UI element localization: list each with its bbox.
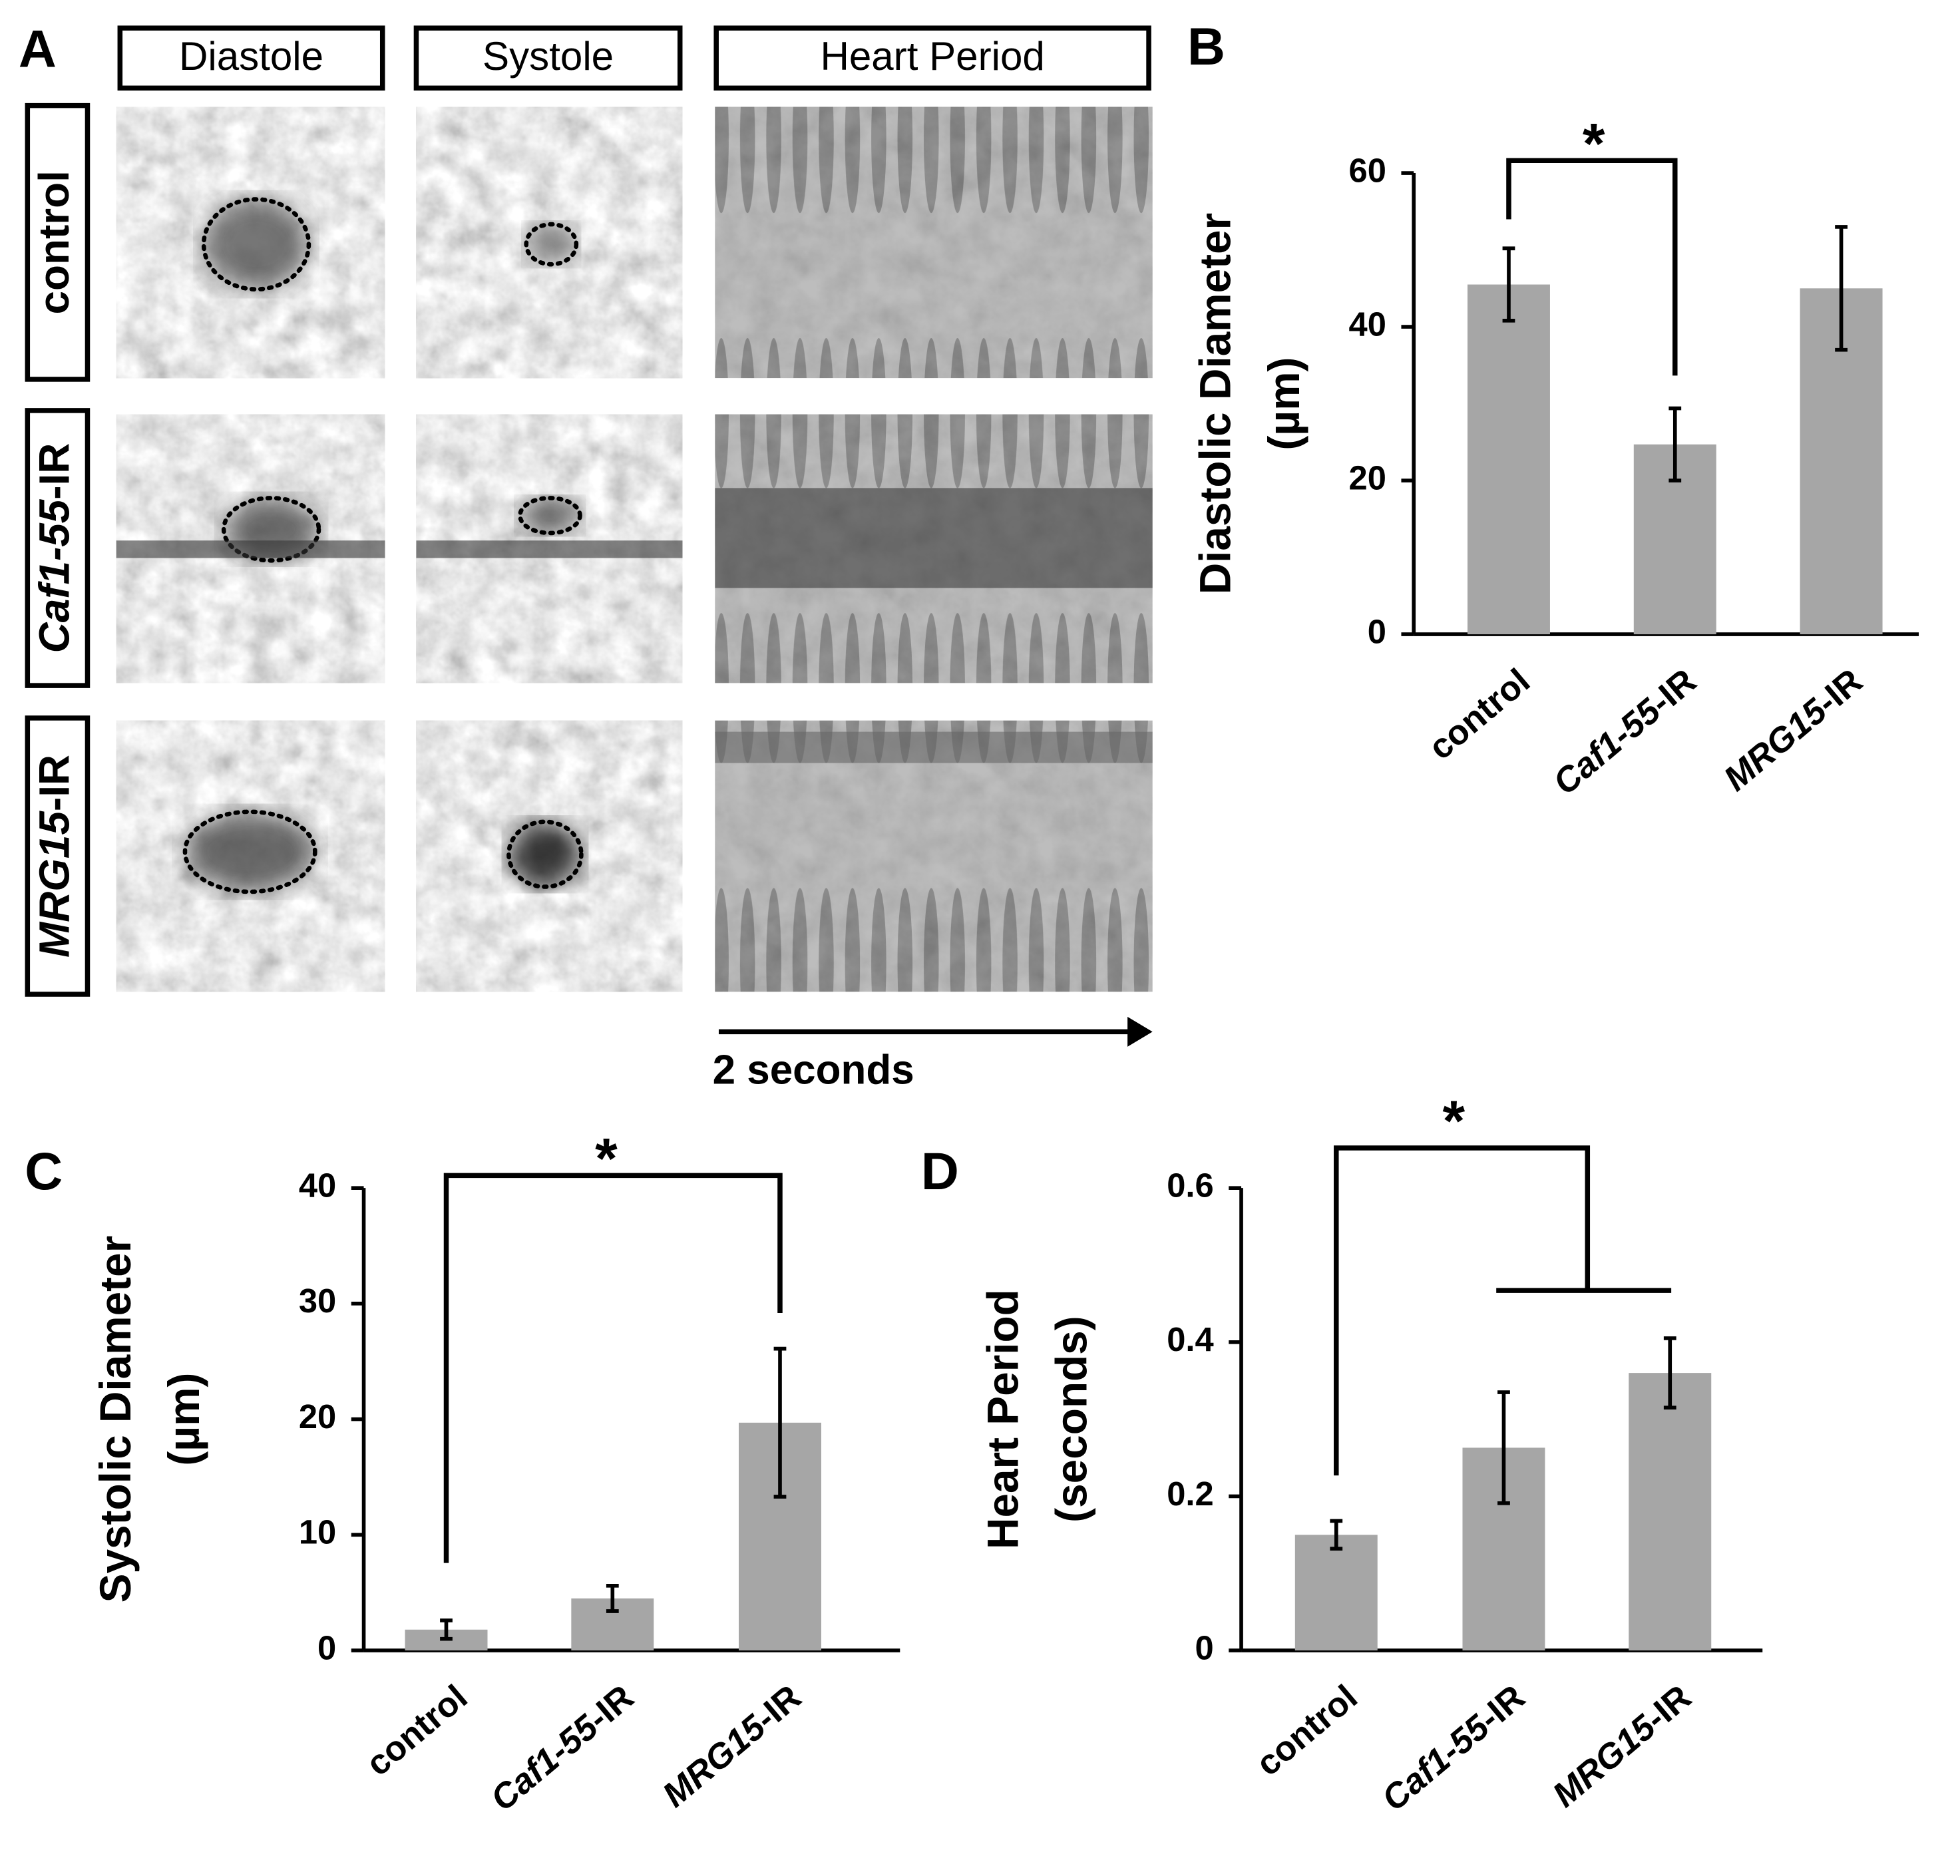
x-tick-label: Caf1-55-IR: [1546, 661, 1704, 802]
column-header-box: [117, 25, 385, 91]
y-axis-label: (µm): [1259, 357, 1308, 451]
x-tick-label: Caf1-55-IR: [483, 1677, 641, 1818]
heart-outline: [221, 496, 321, 563]
time-arrowhead: [1127, 1016, 1153, 1047]
y-axis-label: Heart Period: [978, 1289, 1027, 1549]
y-tick-label: 0.2: [1167, 1475, 1213, 1513]
y-axis-label: (µm): [159, 1373, 208, 1466]
column-header-box: [713, 25, 1151, 91]
error-bar: [440, 1618, 453, 1641]
significance-bracket: [1506, 158, 1678, 376]
heart-lumen: [184, 811, 315, 892]
error-bar: [1330, 1519, 1343, 1551]
bar: [1629, 1373, 1712, 1651]
y-tick-label: 0: [1368, 612, 1386, 650]
error-bar: [1663, 1336, 1676, 1410]
panel-label: C: [25, 1142, 63, 1201]
panel-label: B: [1187, 17, 1225, 76]
panel-label: D: [921, 1142, 959, 1201]
tissue-band: [116, 540, 385, 558]
y-axis-label: Diastolic Diameter: [1191, 213, 1240, 594]
x-tick-label: MRG15-IR: [1545, 1677, 1698, 1815]
x-tick-label: MRG15-IR: [656, 1677, 809, 1815]
y-tick-label: 40: [299, 1167, 336, 1205]
x-tick-label: Caf1-55-IR: [1374, 1677, 1532, 1818]
panel-label: A: [19, 20, 57, 79]
x-tick-label: MRG15-IR: [1716, 661, 1869, 799]
scale-label: 2 seconds: [713, 1047, 914, 1093]
error-bar: [1502, 246, 1515, 323]
significance-bracket: [1334, 1145, 1672, 1476]
row-label: Caf1-55-IR: [30, 443, 78, 654]
bar: [1467, 284, 1550, 635]
column-header: Heart Period: [820, 34, 1044, 79]
kymograph-band: [715, 488, 1153, 588]
row-label-box: [25, 408, 91, 688]
significance-label: *: [595, 1127, 618, 1191]
x-tick-label: control: [1421, 661, 1537, 767]
error-bar: [773, 1346, 787, 1499]
column-header: Diastole: [179, 34, 323, 79]
heart-outline: [518, 496, 582, 536]
error-bar: [1835, 225, 1848, 352]
row-label-box: [25, 715, 91, 997]
kymograph-texture: [715, 720, 1153, 992]
heart-outline: [506, 819, 584, 889]
y-tick-label: 30: [299, 1282, 336, 1320]
x-tick-label: control: [359, 1677, 475, 1783]
heart-outline: [201, 197, 311, 292]
y-tick-label: 0.4: [1167, 1320, 1213, 1358]
y-tick-label: 0.6: [1167, 1167, 1213, 1205]
error-bar: [606, 1583, 619, 1613]
kymograph-texture: [715, 106, 1153, 379]
tissue-band: [416, 540, 683, 558]
heart-lumen: [520, 498, 580, 533]
column-header-box: [413, 25, 683, 91]
y-tick-label: 0: [317, 1628, 336, 1666]
significance-label: *: [1443, 1089, 1466, 1153]
y-tick-label: 20: [1349, 459, 1386, 496]
heart-lumen: [508, 821, 582, 887]
x-tick-label: control: [1249, 1677, 1364, 1783]
row-label: control: [30, 170, 78, 314]
y-tick-label: 20: [299, 1398, 336, 1435]
error-bar: [1497, 1390, 1510, 1505]
bar: [1294, 1535, 1378, 1651]
heart-outline: [524, 222, 579, 267]
significance-bracket: [443, 1173, 783, 1563]
heart-lumen: [204, 199, 309, 289]
heart-outline: [182, 809, 317, 894]
row-label: MRG15-IR: [30, 755, 78, 958]
y-axis-label: (seconds): [1047, 1316, 1096, 1522]
y-tick-label: 10: [299, 1513, 336, 1551]
column-header: Systole: [483, 34, 614, 79]
row-label-box: [25, 102, 91, 382]
kymograph-band: [715, 731, 1153, 763]
y-tick-label: 40: [1349, 305, 1386, 343]
y-tick-label: 0: [1195, 1628, 1214, 1666]
significance-label: *: [1583, 112, 1605, 176]
error-bar: [1668, 406, 1682, 482]
y-tick-label: 60: [1349, 151, 1386, 189]
y-axis-label: Systolic Diameter: [91, 1236, 140, 1603]
heart-lumen: [526, 224, 576, 265]
